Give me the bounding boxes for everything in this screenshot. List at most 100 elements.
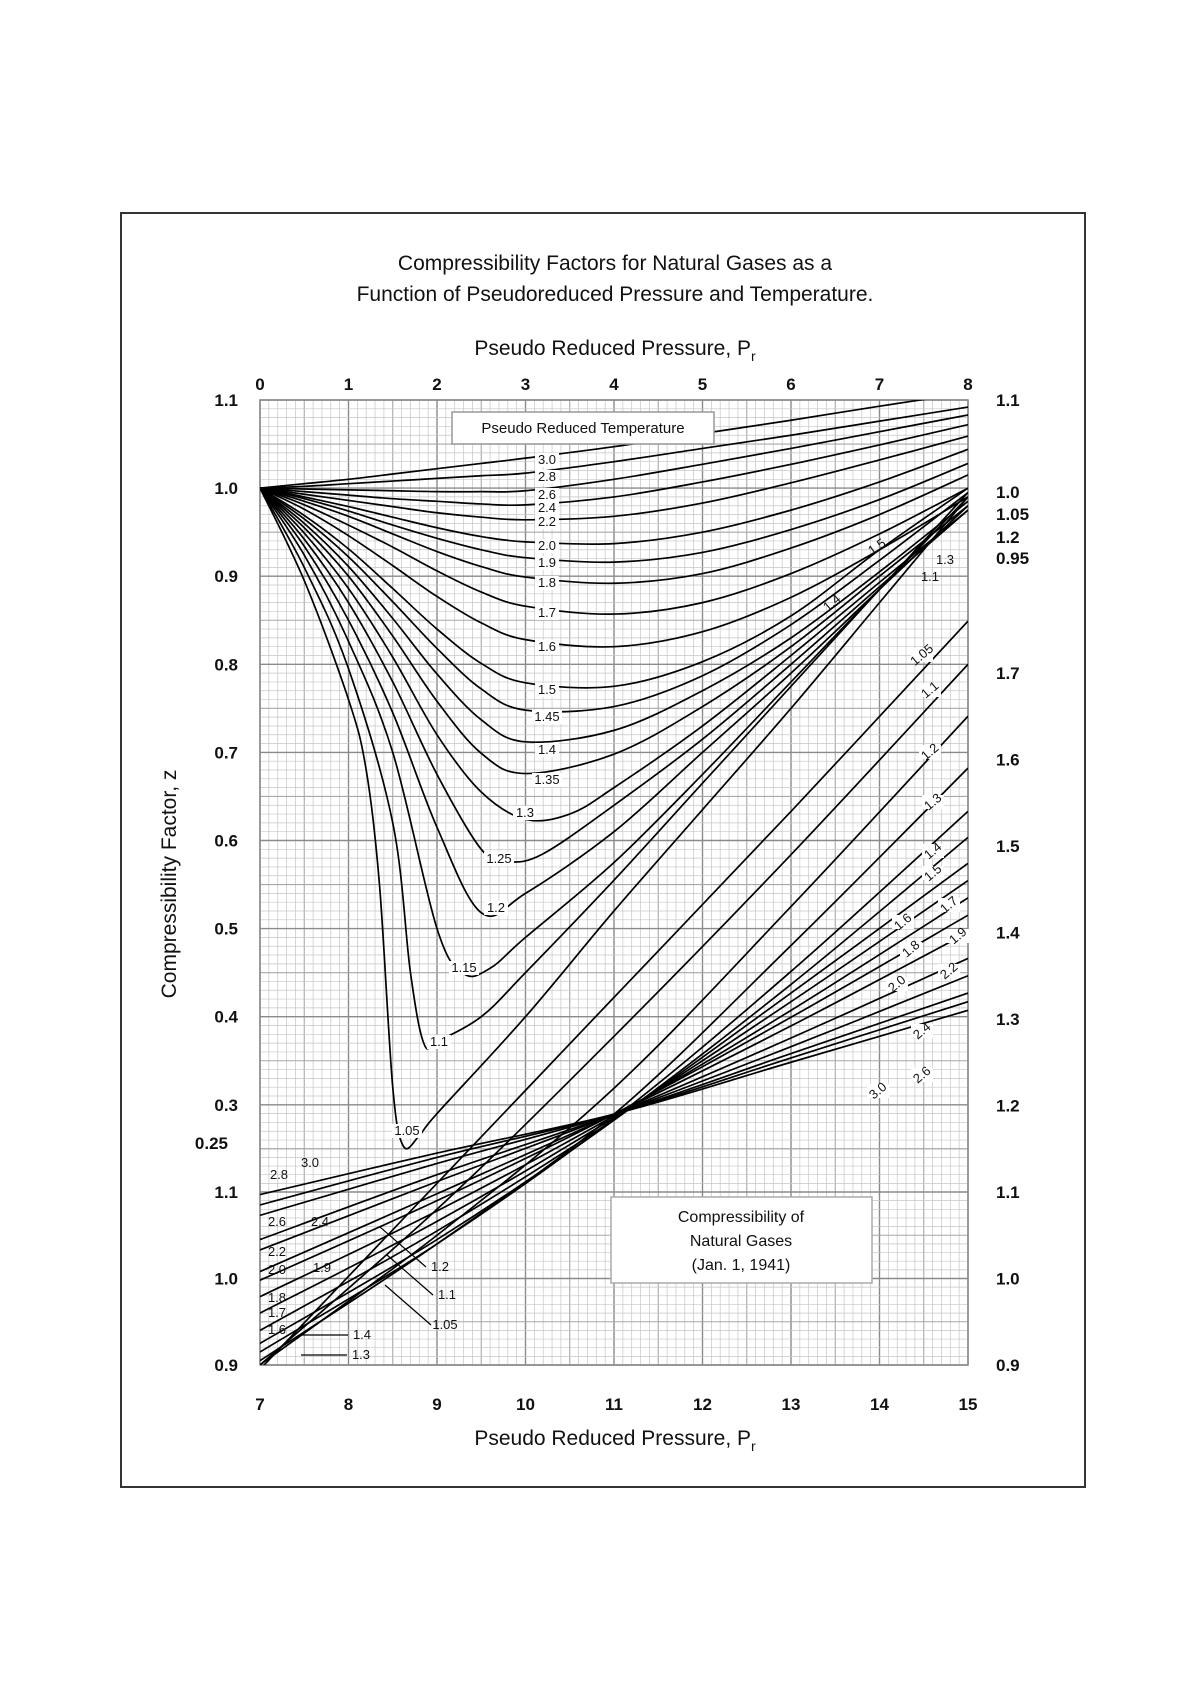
right-y-tick-label: 1.0 — [996, 483, 1020, 502]
chart-border — [120, 212, 1086, 1488]
upper-curve-tpr-1.9 — [260, 462, 968, 564]
upper-curve-label: 1.9 — [538, 555, 556, 570]
top-x-tick-label: 4 — [609, 375, 619, 394]
label-background — [513, 806, 537, 820]
left-y-tick-label: 0.7 — [214, 743, 238, 762]
left-y-tick-label: 0.6 — [214, 832, 238, 851]
bottom-x-tick-label: 13 — [782, 1395, 801, 1414]
upper-curve-label: 1.1 — [430, 1034, 448, 1049]
upper-curve-label: 1.3 — [516, 805, 534, 820]
top-x-tick-label: 6 — [786, 375, 795, 394]
upper-curve-label: 1.6 — [538, 639, 556, 654]
right-y-tick-label: 1.3 — [996, 1010, 1020, 1029]
label-background — [535, 515, 559, 529]
label-background — [911, 1068, 933, 1082]
upper-curve-label: 3.0 — [538, 452, 556, 467]
bottom-x-tick-label: 15 — [959, 1395, 978, 1414]
label-background — [922, 795, 944, 809]
bottom-x-tick-label: 8 — [344, 1395, 353, 1414]
right-y-tick-label: 1.2 — [996, 528, 1020, 547]
lower-left-curve-label: 2.4 — [311, 1214, 329, 1229]
lower-left-curve-label: 1.2 — [431, 1259, 449, 1274]
lower-curve-tpr-1.8 — [260, 897, 968, 1298]
bottom-x-tick-label: 11 — [605, 1395, 623, 1414]
upper-curve-label: 1.05 — [394, 1123, 419, 1138]
label-background — [535, 606, 559, 620]
lower-left-curve-label: 2.8 — [270, 1167, 288, 1182]
left-y-tick-label: 1.0 — [214, 479, 238, 498]
upper-curve-tpr-2.4 — [260, 423, 968, 507]
label-background — [938, 898, 960, 912]
upper-curve-label: 2.0 — [538, 538, 556, 553]
upper-curve-tpr-1.2 — [260, 487, 968, 918]
right-y-tick-label: 0.95 — [996, 549, 1029, 568]
upper-curve-tpr-1.5 — [260, 487, 968, 689]
top-x-tick-label: 7 — [875, 375, 884, 394]
upper-right-curve-label: 1.1 — [921, 569, 939, 584]
lower-curve-tpr-1.4 — [260, 810, 968, 1353]
note-line-2: Natural Gases — [690, 1233, 792, 1250]
label-background — [532, 773, 562, 787]
label-background — [535, 683, 559, 697]
lower-left-curve-label: 1.4 — [353, 1327, 371, 1342]
upper-curve-tpr-1.45 — [260, 487, 968, 713]
temperature-legend-box: Pseudo Reduced Temperature — [451, 411, 715, 445]
label-pointer — [386, 1254, 434, 1296]
left-y-tick-label: 0.9 — [214, 567, 238, 586]
lower-curve-tpr-1.2 — [260, 715, 968, 1365]
label-background — [535, 539, 559, 553]
label-background — [900, 942, 922, 956]
bottom-x-axis-title: Pseudo Reduced Pressure, Pr — [474, 1427, 756, 1454]
label-background — [886, 977, 908, 991]
label-background — [947, 929, 969, 943]
upper-curve-label: 2.8 — [538, 469, 556, 484]
upper-curve-tpr-1.3 — [260, 487, 968, 822]
upper-curve-tpr-1.15 — [260, 487, 968, 978]
right-y-tick-label: 1.05 — [996, 505, 1029, 524]
top-x-tick-label: 0 — [255, 375, 264, 394]
label-background — [919, 683, 941, 697]
lower-left-curve-label: 1.7 — [268, 1305, 286, 1320]
upper-curve-label: 1.15 — [451, 960, 476, 975]
bottom-x-tick-label: 12 — [693, 1395, 712, 1414]
label-background — [535, 576, 559, 590]
label-background — [867, 1084, 889, 1098]
label-background — [392, 1124, 422, 1138]
lower-left-curve-label: 2.2 — [268, 1244, 286, 1259]
lower-left-curve-label: 1.6 — [268, 1322, 286, 1337]
left-y-tick-label: 0.25 — [195, 1134, 228, 1153]
note-box: Compressibility of Natural Gases (Jan. 1… — [610, 1196, 873, 1284]
upper-curve-label: 1.25 — [486, 851, 511, 866]
right-y-tick-label: 1.1 — [996, 1183, 1020, 1202]
top-x-tick-label: 8 — [963, 375, 972, 394]
top-x-tick-label: 5 — [698, 375, 707, 394]
upper-curve-tpr-1.6 — [260, 487, 968, 648]
lower-left-curve-label: 3.0 — [301, 1155, 319, 1170]
left-y-tick-label: 0.4 — [214, 1008, 238, 1027]
label-background — [911, 648, 933, 662]
upper-curve-tpr-2.0 — [260, 448, 968, 546]
upper-curve-tpr-1.8 — [260, 474, 968, 585]
label-background — [535, 453, 559, 467]
left-y-tick-label: 0.3 — [214, 1096, 238, 1115]
upper-curve-tpr-2.8 — [260, 406, 968, 489]
left-y-tick-label: 1.1 — [214, 1183, 238, 1202]
upper-curve-label: 2.6 — [538, 487, 556, 502]
right-y-tick-label: 1.1 — [996, 391, 1020, 410]
right-y-tick-label: 1.2 — [996, 1097, 1020, 1116]
upper-curve-label: 1.5 — [538, 682, 556, 697]
label-background — [535, 743, 559, 757]
upper-curve-tpr-1.35 — [260, 487, 968, 775]
label-background — [911, 1024, 933, 1038]
label-background — [484, 901, 508, 915]
label-background — [484, 852, 514, 866]
lower-curve-tpr-1.3 — [260, 767, 968, 1362]
label-background — [922, 844, 944, 858]
label-background — [535, 640, 559, 654]
lower-left-curve-label: 2.0 — [268, 1262, 286, 1277]
label-background — [532, 710, 562, 724]
top-x-tick-label: 1 — [344, 375, 353, 394]
upper-curve-label: 2.4 — [538, 500, 556, 515]
left-y-tick-label: 1.1 — [214, 391, 238, 410]
plot-frame — [259, 399, 969, 1366]
